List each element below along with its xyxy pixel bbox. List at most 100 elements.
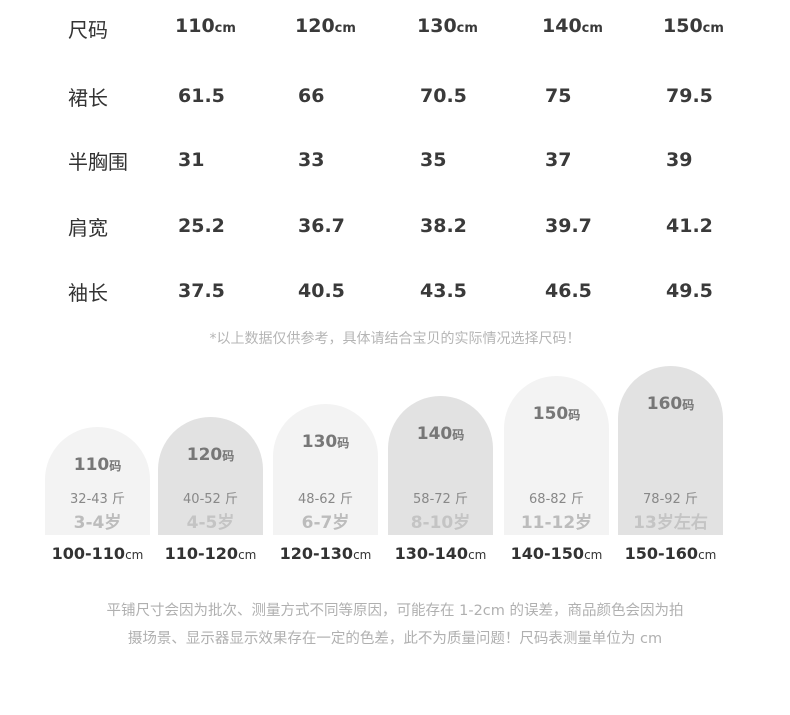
age: 3-4岁 <box>45 508 150 533</box>
note: *以上数据仅供参考，具体请结合宝贝的实际情况选择尺码！ <box>0 328 790 348</box>
size-arch <box>45 427 150 535</box>
size-label: 110码 <box>45 455 150 475</box>
weight: 58-72 斤 <box>388 488 493 507</box>
age: 8-10岁 <box>388 508 493 533</box>
weight: 48-62 斤 <box>273 488 378 507</box>
age-text: 4-5岁 <box>186 513 235 533</box>
header-cell: 130cm <box>417 15 478 37</box>
cell-value: 79.5 <box>666 85 713 107</box>
header-label: 尺码 <box>68 14 108 43</box>
range-text: 110-120 <box>164 544 239 563</box>
cell-value: 41.2 <box>666 215 713 237</box>
range-text: 130-140 <box>394 544 469 563</box>
cell: 40.5 <box>298 280 345 302</box>
age: 4-5岁 <box>158 508 263 533</box>
age-text: 8-10岁 <box>410 513 471 533</box>
age: 13岁左右 <box>618 508 723 533</box>
size-arch <box>388 396 493 535</box>
range-unit: cm <box>468 548 487 562</box>
header-cell: 150cm <box>663 15 724 37</box>
cell-value: 61.5 <box>178 85 225 107</box>
age-text: 6-7岁 <box>301 513 350 533</box>
cell: 79.5 <box>666 85 713 107</box>
unit: 码 <box>222 449 235 463</box>
unit: 码 <box>337 436 350 450</box>
unit: cm <box>581 21 603 36</box>
cell-value: 43.5 <box>420 280 467 302</box>
cell-value: 70.5 <box>420 85 467 107</box>
unit: cm <box>702 21 724 36</box>
range-text: 100-110 <box>51 544 126 563</box>
size: 130 <box>301 432 338 452</box>
header-cell: 140cm <box>542 15 603 37</box>
age: 6-7岁 <box>273 508 378 533</box>
cell-value: 36.7 <box>298 215 345 237</box>
cell-value: 40.5 <box>298 280 345 302</box>
row-label-text: 半胸围 <box>68 150 128 174</box>
row-label: 肩宽 <box>68 212 108 241</box>
weight-text: 48-62 斤 <box>298 492 353 507</box>
size: 150 <box>532 404 569 424</box>
size: 110 <box>175 15 215 37</box>
footer-line: 摄场景、显示器显示效果存在一定的色差，此不为质量问题！尺码表测量单位为 cm <box>0 625 790 653</box>
cell: 43.5 <box>420 280 467 302</box>
cell: 41.2 <box>666 215 713 237</box>
cell-value: 75 <box>545 85 572 107</box>
footer-line: 平铺尺寸会因为批次、测量方式不同等原因，可能存在 1-2cm 的误差，商品颜色会… <box>0 597 790 625</box>
cell: 38.2 <box>420 215 467 237</box>
weight-text: 78-92 斤 <box>643 492 698 507</box>
row-label: 裙长 <box>68 82 108 111</box>
row-label-text: 袖长 <box>68 281 108 305</box>
cell: 35 <box>420 149 446 171</box>
unit: cm <box>334 21 356 36</box>
size: 160 <box>646 394 683 414</box>
cell: 31 <box>178 149 204 171</box>
size-label: 160码 <box>618 394 723 414</box>
weight-text: 58-72 斤 <box>413 492 468 507</box>
range: 110-120cm <box>158 544 263 563</box>
range-text: 140-150 <box>510 544 585 563</box>
range: 140-150cm <box>504 544 609 563</box>
age: 11-12岁 <box>504 508 609 533</box>
unit: 码 <box>568 408 581 422</box>
range-unit: cm <box>353 548 372 562</box>
cell-value: 66 <box>298 85 325 107</box>
header-cell: 120cm <box>295 15 356 37</box>
range-text: 150-160 <box>624 544 699 563</box>
row-label: 袖长 <box>68 277 108 306</box>
unit: 码 <box>452 428 465 442</box>
range: 100-110cm <box>45 544 150 563</box>
weight: 78-92 斤 <box>618 488 723 507</box>
size-arch <box>273 404 378 535</box>
size: 120 <box>295 15 335 37</box>
range: 150-160cm <box>618 544 723 563</box>
cell: 61.5 <box>178 85 225 107</box>
size-label: 130码 <box>273 432 378 452</box>
row-label: 半胸围 <box>68 146 128 175</box>
cell: 37.5 <box>178 280 225 302</box>
cell-value: 39.7 <box>545 215 592 237</box>
size-label: 140码 <box>388 424 493 444</box>
weight: 40-52 斤 <box>158 488 263 507</box>
cell-value: 37.5 <box>178 280 225 302</box>
age-text: 11-12岁 <box>520 513 593 533</box>
cell: 25.2 <box>178 215 225 237</box>
cell-value: 37 <box>545 149 572 171</box>
weight: 68-82 斤 <box>504 488 609 507</box>
weight-text: 40-52 斤 <box>183 492 238 507</box>
range-text: 120-130 <box>279 544 354 563</box>
size-arch <box>504 376 609 535</box>
cell: 36.7 <box>298 215 345 237</box>
size-label: 120码 <box>158 445 263 465</box>
size: 130 <box>417 15 457 37</box>
cell: 46.5 <box>545 280 592 302</box>
age-text: 3-4岁 <box>73 513 122 533</box>
cell: 39.7 <box>545 215 592 237</box>
row-label-text: 裙长 <box>68 86 108 110</box>
row-label-text: 肩宽 <box>68 216 108 240</box>
age-text: 13岁左右 <box>633 513 708 533</box>
size: 140 <box>416 424 453 444</box>
weight: 32-43 斤 <box>45 488 150 507</box>
size-arch <box>618 366 723 535</box>
